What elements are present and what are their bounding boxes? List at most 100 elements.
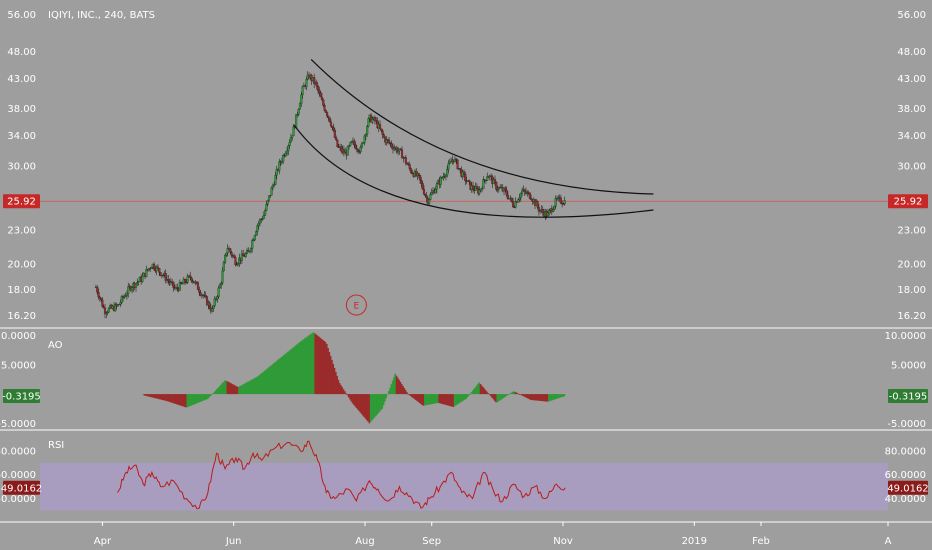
ao-bar: [306, 336, 309, 395]
ao-bar: [189, 394, 191, 407]
ao-bar: [470, 392, 473, 395]
ao-bar: [509, 393, 511, 395]
ao-bar: [258, 374, 261, 395]
candle: [245, 250, 249, 254]
ao-bar: [487, 393, 490, 395]
time-axis[interactable]: Apr Jun Aug Sep Nov 2019 Feb A: [94, 522, 892, 547]
candle: [483, 179, 486, 181]
channel-lower-curve[interactable]: [293, 124, 654, 218]
ao-bar: [542, 394, 545, 402]
candle: [559, 197, 562, 204]
ao-bar: [171, 394, 173, 403]
candle: [322, 99, 325, 106]
ao-bar: [218, 386, 221, 395]
candle: [274, 175, 277, 185]
ao-bar: [371, 394, 373, 421]
ao-axis-left: 10.0000 5.0000 -5.0000: [0, 331, 36, 430]
candle: [552, 209, 555, 213]
ao-bar: [455, 394, 457, 406]
price-tick-left-8: 18.00: [7, 285, 36, 296]
ao-bar: [151, 394, 154, 398]
candle: [233, 255, 236, 258]
ao-bar: [223, 380, 226, 395]
candle: [424, 194, 427, 196]
candle: [235, 264, 238, 266]
ao-bar: [456, 394, 459, 405]
ao-bar: [297, 343, 300, 395]
ao-pane[interactable]: AO 10.0000 5.0000 -5.0000 10.0000 5.0000 -5.…: [0, 331, 928, 430]
candle: [421, 183, 424, 190]
price-tick-left-1: 48.00: [7, 47, 36, 58]
ao-bar: [172, 394, 174, 404]
candle: [230, 251, 233, 256]
candlestick-series: [94, 71, 566, 319]
price-tick-left-0: 56.00: [7, 10, 36, 21]
candle: [400, 149, 404, 159]
ao-bar: [335, 371, 337, 395]
ao-bar: [482, 387, 484, 395]
candle: [519, 193, 522, 198]
ao-bar: [451, 394, 453, 407]
candle: [319, 92, 322, 98]
ao-bar: [399, 381, 402, 395]
ao-bar: [549, 394, 551, 401]
candle: [275, 169, 278, 176]
ao-bar: [420, 394, 422, 405]
candle: [355, 148, 358, 150]
ao-bar: [309, 334, 311, 395]
candle: [282, 155, 285, 162]
candle: [191, 280, 194, 282]
ao-bar: [260, 373, 262, 395]
ao-bar: [433, 394, 435, 404]
ao-bar: [212, 393, 214, 395]
ao-bar: [559, 394, 562, 398]
candle: [158, 268, 161, 273]
channel-upper-curve[interactable]: [310, 58, 654, 195]
ao-tick-left-2: -5.0000: [0, 419, 36, 430]
price-tick-right-1: 48.00: [897, 47, 926, 58]
ao-bar: [389, 387, 391, 395]
candle: [136, 282, 139, 284]
ao-bar: [523, 394, 526, 397]
svg-text:25.92: 25.92: [7, 197, 36, 208]
ao-bar: [563, 394, 566, 397]
ao-bar: [408, 394, 411, 396]
candle: [273, 184, 276, 186]
ao-bar: [240, 385, 243, 395]
ao-badge-left: -0.3195: [2, 388, 41, 403]
ao-bar: [243, 383, 245, 395]
candle: [382, 134, 385, 138]
earnings-marker[interactable]: E: [345, 294, 367, 316]
ao-bar: [395, 375, 398, 395]
candle: [137, 281, 140, 283]
candle: [553, 205, 556, 210]
candle: [114, 304, 117, 311]
ao-bar: [269, 366, 271, 395]
ao-bar: [518, 394, 520, 395]
ao-bar: [477, 384, 479, 395]
ao-bar: [211, 394, 213, 395]
ao-tick-left-1: 5.0000: [1, 360, 36, 371]
candle: [236, 263, 240, 265]
time-tick-1: Jun: [225, 536, 242, 547]
ao-bar: [495, 394, 497, 403]
candle: [518, 197, 521, 200]
ao-bar: [393, 377, 395, 395]
ao-bar: [350, 394, 353, 402]
rsi-pane[interactable]: RSI 80.0000 60.0000 40.0000 80.0000 60.0000…: [0, 440, 929, 511]
ao-bar: [332, 363, 335, 395]
candle: [360, 142, 364, 148]
price-pane[interactable]: IQIYI, INC., 240, BATS 56.00 48.00 43.00 38…: [3, 10, 928, 322]
ao-bar: [488, 394, 491, 395]
candle: [196, 282, 200, 290]
ao-bar: [244, 383, 247, 395]
ao-bar: [225, 380, 227, 395]
candle: [422, 188, 426, 195]
candle: [393, 148, 396, 150]
svg-text:25.92: 25.92: [894, 197, 923, 208]
ao-bar: [267, 367, 270, 395]
candle: [324, 110, 327, 113]
candle: [269, 195, 272, 197]
rsi-tick-right-0: 80.0000: [885, 446, 926, 457]
